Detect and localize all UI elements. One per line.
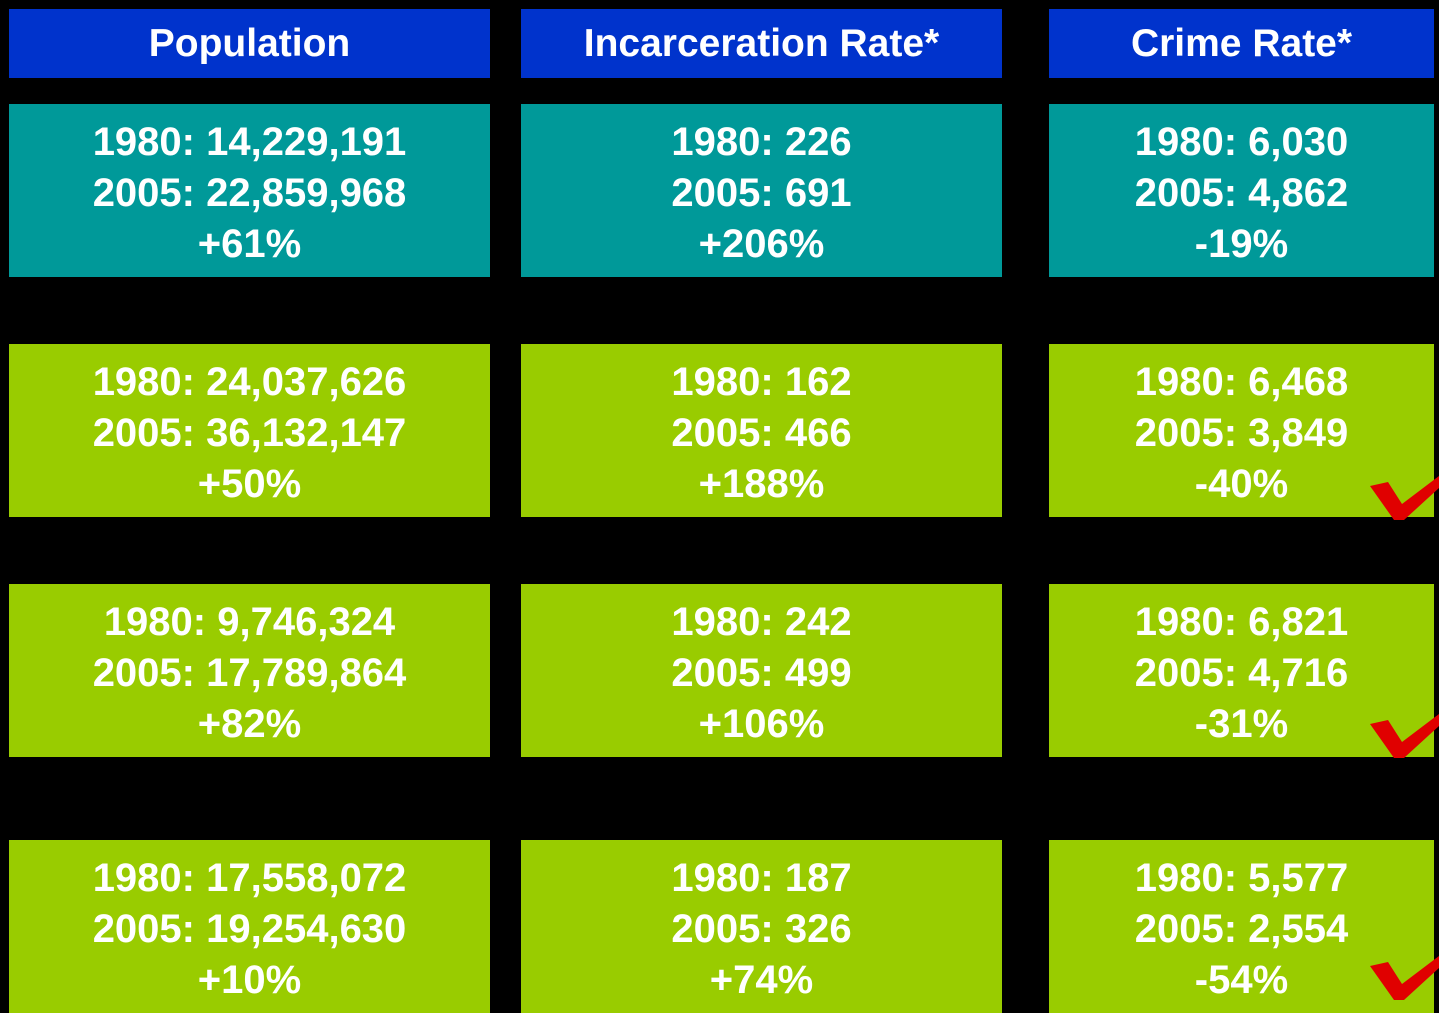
check-mark [1370,476,1439,520]
cell-line: -19% [1194,222,1289,266]
cell-line: +82% [197,702,302,746]
data-cell: 1980: 242 2005: 499 +106% [521,584,1002,757]
cell-line: 1980: 6,821 [1134,600,1349,644]
cell-line: 2005: 3,849 [1134,411,1349,455]
cell-line: -54% [1194,958,1289,1002]
data-cell: 1980: 14,229,191 2005: 22,859,968 +61% [9,104,490,277]
data-cell: 1980: 17,558,072 2005: 19,254,630 +10% [9,840,490,1013]
cell-line: -31% [1194,702,1289,746]
column-header: Incarceration Rate* [521,9,1002,78]
check-mark [1370,956,1439,1000]
cell-line: +50% [197,462,302,506]
cell-line: 1980: 24,037,626 [92,360,407,404]
cell-line: 2005: 326 [671,907,852,951]
cell-line: 2005: 2,554 [1134,907,1349,951]
column-header: Crime Rate* [1049,9,1434,78]
cell-line: 2005: 19,254,630 [92,907,407,951]
check-mark [1370,714,1439,758]
cell-line: 2005: 17,789,864 [92,651,407,695]
cell-line: 1980: 14,229,191 [92,120,407,164]
cell-line: 2005: 691 [671,171,852,215]
cell-line: 1980: 226 [671,120,852,164]
cell-line: +106% [698,702,825,746]
cell-line: 2005: 466 [671,411,852,455]
cell-line: 2005: 22,859,968 [92,171,407,215]
cell-line: 2005: 36,132,147 [92,411,407,455]
cell-line: +10% [197,958,302,1002]
cell-line: 1980: 17,558,072 [92,856,407,900]
data-cell: 1980: 226 2005: 691 +206% [521,104,1002,277]
cell-line: 2005: 4,862 [1134,171,1349,215]
data-cell: 1980: 6,030 2005: 4,862 -19% [1049,104,1434,277]
data-cell: 1980: 9,746,324 2005: 17,789,864 +82% [9,584,490,757]
data-cell: 1980: 6,468 2005: 3,849 -40% [1049,344,1434,517]
data-cell: 1980: 162 2005: 466 +188% [521,344,1002,517]
cell-line: 1980: 9,746,324 [103,600,396,644]
cell-line: 1980: 162 [671,360,852,404]
data-cell: 1980: 5,577 2005: 2,554 -54% [1049,840,1434,1013]
cell-line: 1980: 6,468 [1134,360,1349,404]
cell-line: 1980: 242 [671,600,852,644]
data-cell: 1980: 24,037,626 2005: 36,132,147 +50% [9,344,490,517]
data-cell: 1980: 187 2005: 326 +74% [521,840,1002,1013]
cell-line: +206% [698,222,825,266]
cell-line: 1980: 6,030 [1134,120,1349,164]
cell-line: 1980: 187 [671,856,852,900]
cell-line: +188% [698,462,825,506]
cell-line: +74% [709,958,814,1002]
cell-line: +61% [197,222,302,266]
column-header: Population [9,9,490,78]
data-cell: 1980: 6,821 2005: 4,716 -31% [1049,584,1434,757]
cell-line: 2005: 499 [671,651,852,695]
cell-line: -40% [1194,462,1289,506]
cell-line: 2005: 4,716 [1134,651,1349,695]
cell-line: 1980: 5,577 [1134,856,1349,900]
